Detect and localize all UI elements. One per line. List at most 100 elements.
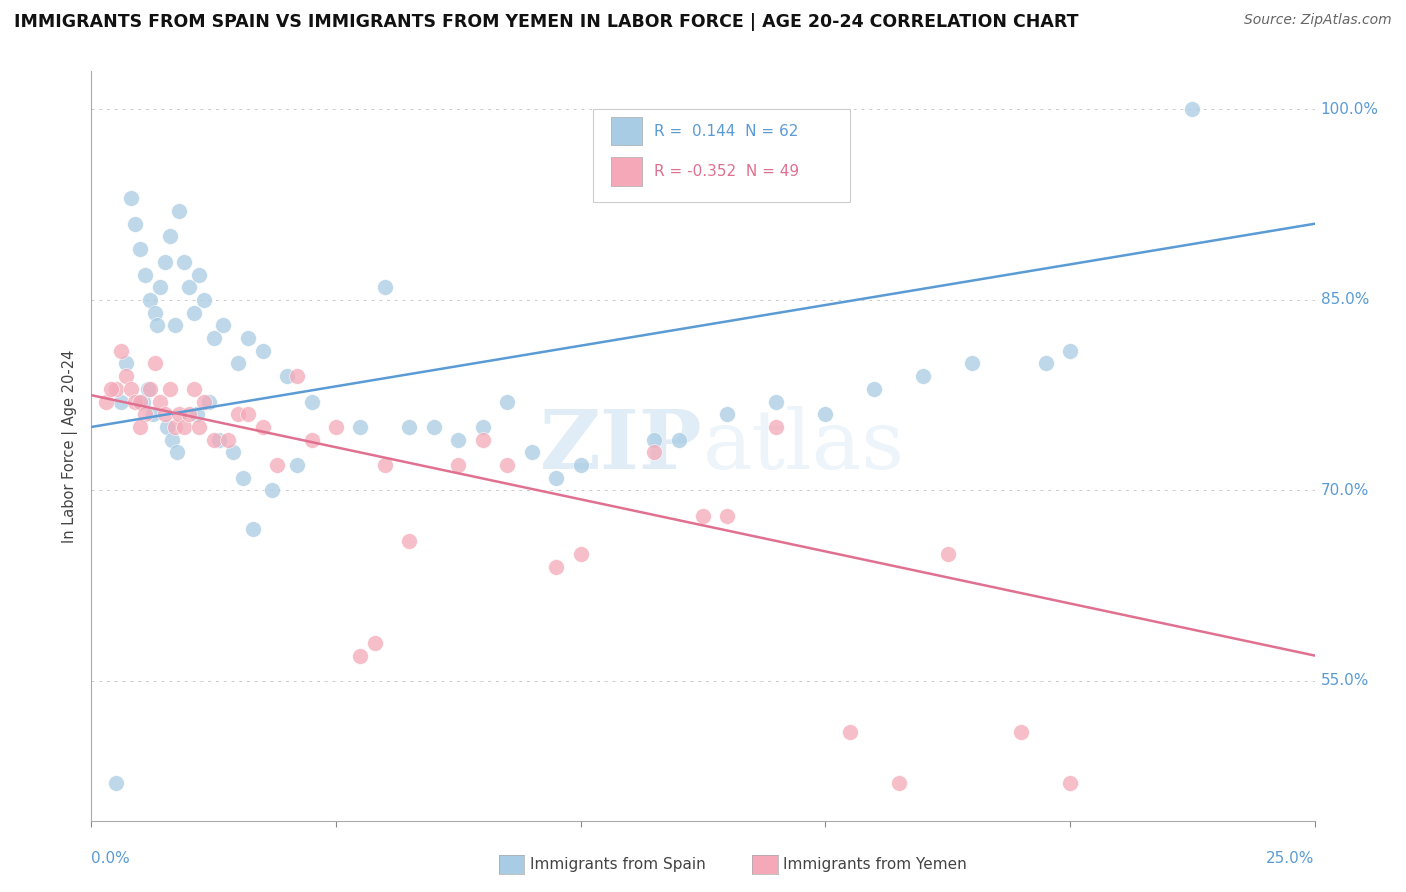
Point [285,458,308,472]
FancyBboxPatch shape [612,157,643,186]
Point [226,407,249,421]
Point [349,648,371,663]
Point [232,471,254,485]
Point [193,293,215,307]
Point [198,394,221,409]
Point [471,420,494,434]
Point [814,407,837,421]
Point [936,547,959,561]
Text: 55.0%: 55.0% [1320,673,1369,689]
Point [912,369,935,384]
Point [222,445,245,459]
Point [139,382,162,396]
Point [217,433,239,447]
Text: 0.0%: 0.0% [91,851,131,866]
Point [141,407,163,421]
Point [120,191,142,205]
Point [159,229,181,244]
Point [132,394,155,409]
Point [163,420,186,434]
Point [143,356,166,370]
Point [169,204,191,219]
Text: Immigrants from Spain: Immigrants from Spain [530,857,706,871]
Point [374,280,396,294]
Point [496,394,519,409]
Point [153,255,176,269]
Point [207,433,229,447]
Point [143,306,166,320]
Point [236,407,259,421]
Point [124,217,146,231]
Text: R = -0.352  N = 49: R = -0.352 N = 49 [654,164,799,179]
Point [129,242,152,256]
Y-axis label: In Labor Force | Age 20-24: In Labor Force | Age 20-24 [62,350,79,542]
Point [838,724,860,739]
Point [765,394,787,409]
Point [423,420,446,434]
Text: R =  0.144  N = 62: R = 0.144 N = 62 [654,124,799,138]
Point [546,471,568,485]
Point [149,280,172,294]
Point [546,559,568,574]
Point [863,382,886,396]
Point [349,420,371,434]
Point [765,420,787,434]
Text: ZIP: ZIP [540,406,703,486]
Point [398,534,420,549]
Point [166,445,188,459]
Point [262,483,284,498]
Point [252,420,274,434]
Point [1010,724,1032,739]
Point [179,280,201,294]
Point [120,382,142,396]
Point [146,318,169,333]
Point [169,407,191,421]
Point [447,433,470,447]
Text: atlas: atlas [703,406,905,486]
Point [173,420,195,434]
Point [94,394,117,409]
Text: 100.0%: 100.0% [1320,102,1379,117]
Point [188,420,211,434]
Point [236,331,259,345]
Point [285,369,308,384]
Point [104,382,127,396]
Point [887,775,910,789]
Point [1181,103,1204,117]
Point [134,268,156,282]
Point [202,433,225,447]
Point [301,433,323,447]
Point [374,458,396,472]
Point [179,407,201,421]
Point [716,407,738,421]
Point [226,356,249,370]
Point [242,522,264,536]
Point [193,394,215,409]
Point [183,382,205,396]
Point [149,394,172,409]
Text: Immigrants from Yemen: Immigrants from Yemen [783,857,967,871]
Point [266,458,288,472]
Point [212,318,235,333]
Point [124,394,146,409]
Text: 70.0%: 70.0% [1320,483,1369,498]
Point [325,420,347,434]
Point [114,356,136,370]
Point [1035,356,1057,370]
FancyBboxPatch shape [593,109,849,202]
Point [163,318,186,333]
Point [716,508,738,523]
Point [139,293,162,307]
Point [153,407,176,421]
Text: IMMIGRANTS FROM SPAIN VS IMMIGRANTS FROM YEMEN IN LABOR FORCE | AGE 20-24 CORREL: IMMIGRANTS FROM SPAIN VS IMMIGRANTS FROM… [14,13,1078,31]
Point [186,407,208,421]
Point [496,458,519,472]
Point [114,369,136,384]
Point [398,420,420,434]
Point [1059,775,1081,789]
Point [173,255,195,269]
Point [643,445,665,459]
Text: 25.0%: 25.0% [1267,851,1315,866]
Point [471,433,494,447]
Point [134,407,156,421]
